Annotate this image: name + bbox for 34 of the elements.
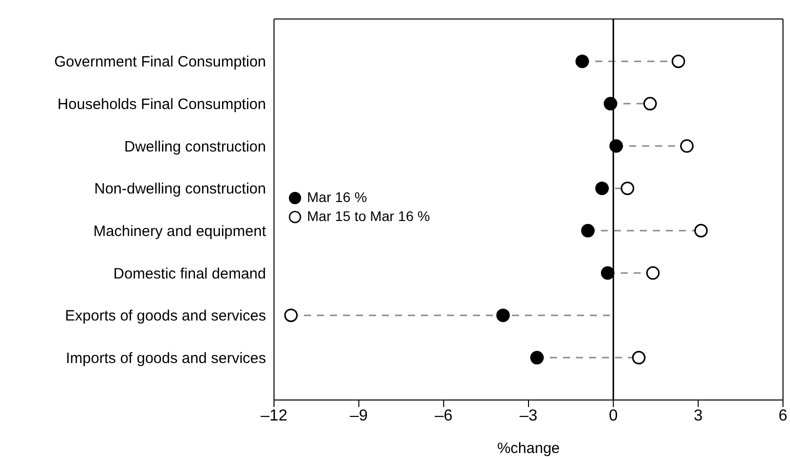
x-tick-label: 0 [608,407,618,424]
x-tick-label: 3 [694,407,703,424]
point [284,308,298,322]
point [600,266,614,280]
point [694,224,708,238]
legend-label: Mar 15 to Mar 16 % [307,207,430,226]
x-tick-label: –3 [520,407,538,424]
point [575,54,589,68]
point [680,139,694,153]
y-tick-label: Non-dwelling construction [94,180,266,198]
point [581,224,595,238]
point [643,96,657,110]
point [672,54,686,68]
x-tick-label: 6 [778,407,788,424]
y-tick-label: Exports of goods and services [65,308,266,325]
x-axis-title: %change [497,440,560,457]
y-tick-label: Imports of goods and services [66,350,266,367]
y-tick-label: Government Final Consumption [54,54,266,71]
point [620,182,634,196]
point [604,96,618,110]
y-tick-label: Households Final Consumption [58,96,266,113]
y-tick-label: Machinery and equipment [93,222,267,240]
point [609,139,623,153]
x-tick-label: –9 [350,407,368,424]
point [632,350,646,364]
point [496,308,510,322]
y-tick-label: Dwelling construction [124,138,266,156]
y-tick-label: Domestic final demand [113,265,266,282]
point [646,266,660,280]
x-tick-label: –6 [434,407,453,424]
point [530,350,544,364]
x-tick-label: –12 [260,407,288,424]
legend-label: Mar 16 % [307,188,367,207]
point [595,182,609,196]
